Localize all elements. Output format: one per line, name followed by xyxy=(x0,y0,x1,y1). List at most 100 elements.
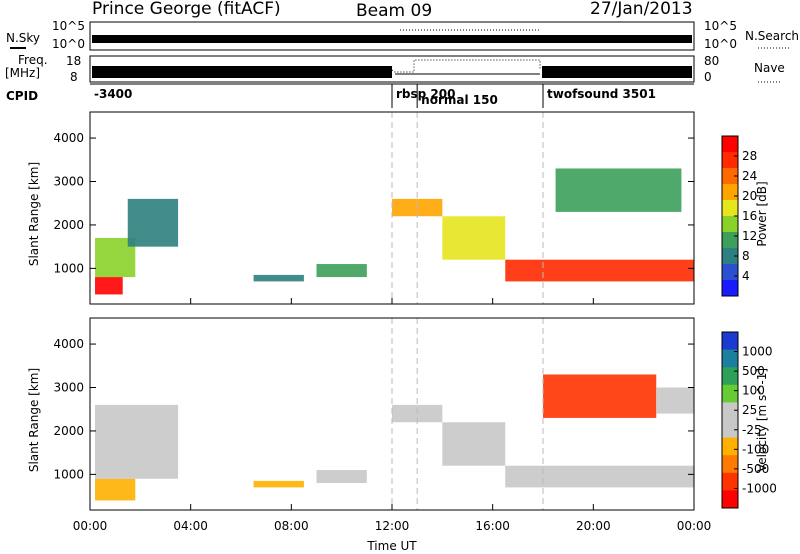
power-region xyxy=(555,168,682,212)
nave-tick-bottom: 0 xyxy=(704,70,712,84)
velocity-region xyxy=(316,470,367,484)
cpid-segment-label: rbsp 200 xyxy=(396,87,455,101)
velocity-colorbar: 1000 500 100 25 -25 -100 -500 -1000 xyxy=(721,331,777,509)
power-colorbar-swatch xyxy=(722,248,738,265)
power-region xyxy=(95,277,123,295)
velocity-colorbar-swatch xyxy=(722,472,738,491)
power-region xyxy=(505,259,694,282)
freq-label-line2: [MHz] xyxy=(5,66,40,80)
velocity-time-markers xyxy=(391,318,544,510)
velocity-colorbar-label: Velocity [m s^-1] xyxy=(755,368,769,472)
velocity-colorbar-swatch xyxy=(722,455,738,474)
nave-label: Nave xyxy=(754,61,785,75)
freq-tick-top: 18 xyxy=(66,54,81,68)
velocity-marks xyxy=(95,374,694,501)
nsky-label: N.Sky xyxy=(6,31,40,45)
nsearch-label: N.Search xyxy=(745,29,799,43)
power-colorbar-label: 12 xyxy=(742,229,757,243)
time-tick-label: 00:00 xyxy=(73,519,108,533)
power-colorbar-swatch xyxy=(722,136,738,153)
nsearch-tick-top: 10^5 xyxy=(704,19,737,33)
power-colorbar-label: 8 xyxy=(742,249,750,263)
time-tick-label: 08:00 xyxy=(274,519,309,533)
cpid-segment-label: -3400 xyxy=(94,87,132,101)
time-axis: 00:00 04:00 08:00 12:00 16:00 20:00 00:00 xyxy=(73,298,712,533)
velocity-ytick-label: 3000 xyxy=(53,381,84,395)
velocity-colorbar-label: -1000 xyxy=(742,481,777,495)
velocity-colorbar-frame xyxy=(721,331,739,509)
velocity-region xyxy=(505,465,694,488)
nave-trace xyxy=(391,59,541,73)
power-colorbar-swatch xyxy=(722,200,738,217)
power-colorbar-label: 28 xyxy=(742,149,757,163)
velocity-colorbar-label: 1000 xyxy=(742,345,773,359)
velocity-region xyxy=(656,387,694,414)
power-colorbar-swatch xyxy=(722,264,738,281)
power-colorbar-label: Power [dB] xyxy=(755,181,769,246)
power-colorbar-swatch xyxy=(722,168,738,185)
velocity-colorbar-label: -100 xyxy=(742,442,769,456)
velocity-colorbar-label: -500 xyxy=(742,462,769,476)
velocity-panel: 1000 2000 3000 4000 Slant Range [km] xyxy=(27,317,695,511)
noise-strip: N.Sky 10^5 10^0 10^5 10^0 N.Search xyxy=(6,19,799,51)
freq-tick-bottom: 8 xyxy=(70,70,78,84)
velocity-ytick-label: 4000 xyxy=(53,337,84,351)
nsky-tick-top: 10^5 xyxy=(52,19,85,33)
time-tick-label: 12:00 xyxy=(375,519,410,533)
velocity-colorbar-label: 100 xyxy=(742,384,765,398)
power-ytick-label: 1000 xyxy=(53,261,84,275)
velocity-region xyxy=(253,480,304,488)
velocity-ylabel: Slant Range [km] xyxy=(27,368,41,472)
power-colorbar-swatch xyxy=(722,152,738,169)
velocity-ytick-label: 2000 xyxy=(53,424,84,438)
velocity-colorbar-label: 500 xyxy=(742,364,765,378)
power-colorbar-swatch xyxy=(722,184,738,201)
freq-trace-b xyxy=(542,66,692,78)
velocity-colorbar-swatch xyxy=(722,490,738,509)
velocity-y-ticks: 1000 2000 3000 4000 xyxy=(53,337,694,481)
power-ytick-label: 4000 xyxy=(53,131,84,145)
power-colorbar-swatch xyxy=(722,216,738,233)
velocity-region xyxy=(95,478,136,501)
cpid-segment-label: twofsound 3501 xyxy=(547,87,656,101)
power-region xyxy=(442,216,506,260)
nave-tick-top: 80 xyxy=(704,54,719,68)
noise-strip-frame xyxy=(89,21,695,51)
power-y-ticks: 1000 2000 3000 4000 xyxy=(53,131,694,275)
nsky-tick-bottom: 10^0 xyxy=(52,37,85,51)
velocity-colorbar-swatch xyxy=(722,402,738,421)
date-label: 27/Jan/2013 xyxy=(590,0,693,19)
freq-strip: Freq. [MHz] 18 8 80 0 Nave xyxy=(5,53,785,84)
velocity-colorbar-swatch xyxy=(722,437,738,456)
cpid-label: CPID xyxy=(6,89,38,103)
velocity-colorbar-swatch xyxy=(722,367,738,386)
velocity-colorbar-swatch xyxy=(722,384,738,403)
time-tick-label: 16:00 xyxy=(475,519,510,533)
power-ylabel: Slant Range [km] xyxy=(27,162,41,266)
power-colorbar-swatch xyxy=(722,232,738,249)
time-tick-label: 00:00 xyxy=(677,519,712,533)
power-ytick-label: 3000 xyxy=(53,175,84,189)
power-colorbar-label: 16 xyxy=(742,209,757,223)
time-tick-label: 04:00 xyxy=(173,519,208,533)
velocity-region xyxy=(442,422,506,466)
velocity-colorbar-label: 25 xyxy=(742,403,757,417)
power-region xyxy=(253,274,304,282)
velocity-colorbar-swatch xyxy=(722,420,738,439)
freq-label-line1: Freq. xyxy=(18,53,48,67)
power-colorbar-label: 20 xyxy=(742,189,757,203)
power-region xyxy=(127,198,179,247)
velocity-region xyxy=(543,374,657,418)
cpid-segment-label: normal 150 xyxy=(421,93,498,107)
power-colorbar-label: 24 xyxy=(742,169,757,183)
velocity-colorbar-label: -25 xyxy=(742,423,762,437)
power-panel: 1000 2000 3000 4000 Slant Range [km] xyxy=(27,111,695,305)
time-axis-label: Time UT xyxy=(366,539,417,553)
station-title: Prince George (fitACF) xyxy=(92,0,281,19)
power-colorbar: 4 8 12 16 20 24 28 xyxy=(721,135,757,297)
power-colorbar-swatch xyxy=(722,280,738,297)
time-tick-label: 20:00 xyxy=(576,519,611,533)
noise-sky-trace xyxy=(92,35,692,43)
power-region xyxy=(316,264,367,278)
